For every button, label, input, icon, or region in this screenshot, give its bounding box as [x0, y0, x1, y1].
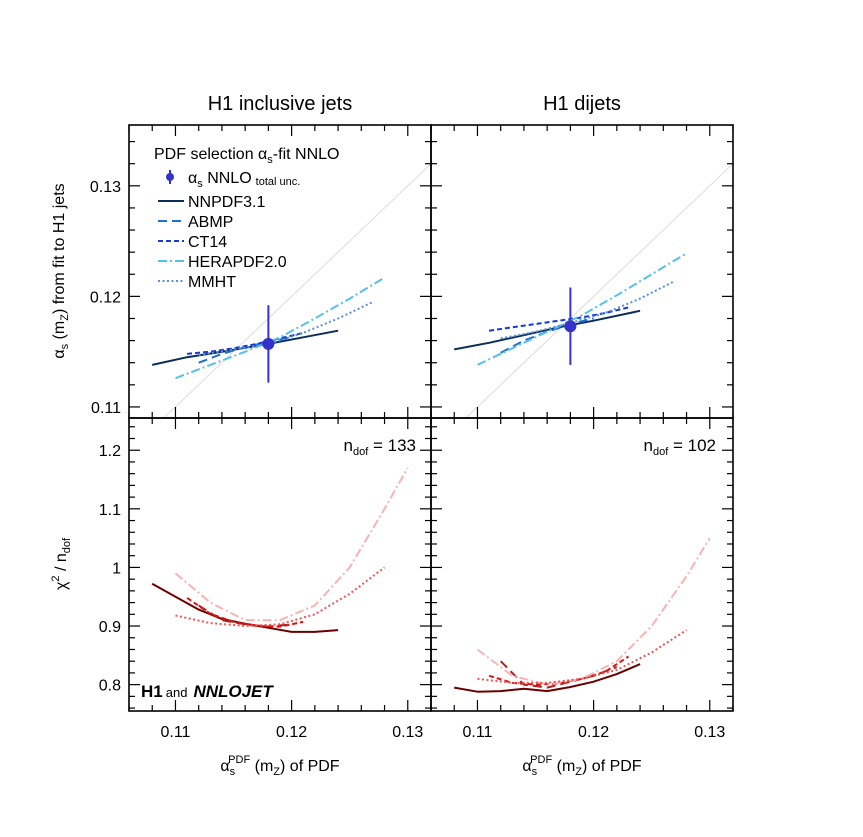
legend: PDF selection αs-fit NNLO αs NNLO total u…: [154, 146, 339, 291]
alpha-series-abmp: [500, 317, 594, 354]
alpha-series-mmht: [500, 280, 676, 340]
legend-lines: NNPDF3.1 ABMP CT14 HERAPDF2.0 MMHT: [158, 194, 287, 291]
y-tick-label-bottom: 1: [112, 560, 121, 577]
alpha-s-point: [262, 337, 275, 350]
panel-frame: [128, 417, 432, 712]
y-tick-label-bottom: 0.9: [99, 619, 121, 636]
panel-title-dijets: H1 dijets: [543, 93, 621, 115]
y-tick-label-top: 0.12: [90, 289, 121, 306]
credit-h1-nnlojet: H1 and NNLOJET: [141, 682, 274, 701]
chi2-series-ct14: [488, 655, 630, 686]
y-tick-label-top: 0.11: [91, 400, 121, 417]
chi2-series-herapdf2-0: [174, 467, 409, 622]
legend-label-herapdf2-0: HERAPDF2.0: [188, 254, 287, 271]
alpha-series-herapdf2-0: [175, 276, 386, 380]
y-tick-label-bottom: 1.2: [99, 443, 121, 460]
chi2-series-ct14: [186, 597, 304, 628]
plot-panels: 0.11 0.12 0.13 0.11 0.12 0.13 0.11 0.12 0.13 0.8 0…: [90, 124, 734, 741]
legend-label-abmp: ABMP: [188, 214, 233, 231]
legend-entry-alpha-s-point: [166, 170, 174, 184]
ndof-label-dijets: ndof = 102: [643, 436, 716, 458]
x-tick-label: 0.11: [462, 724, 492, 741]
alpha-series-mmht: [198, 300, 374, 356]
chi2-series-mmht: [175, 566, 386, 627]
legend-point-marker: [166, 173, 174, 181]
alpha-series-nnpdf3-1: [454, 309, 641, 351]
legend-label-mmht: MMHT: [188, 274, 236, 291]
panel-frame: [430, 417, 734, 712]
alpha-series-ct14: [187, 331, 304, 355]
y-tick-label-bottom: 0.8: [99, 678, 121, 695]
legend-label-nnpdf3-1: NNPDF3.1: [188, 194, 265, 211]
panel-frame: [128, 124, 432, 419]
y-tick-label-top: 0.13: [90, 179, 121, 196]
alpha-s-point: [564, 320, 577, 333]
chi2-series-herapdf2-0: [476, 537, 711, 686]
diagonal-guide: [465, 163, 733, 418]
legend-label-alpha-s-nnlo: αs NNLO total unc.: [188, 170, 300, 190]
chi2-series-nnpdf3-1: [454, 663, 641, 693]
x-tick-label: 0.13: [392, 724, 423, 741]
x-tick-label: 0.12: [578, 724, 609, 741]
x-tick-label: 0.11: [160, 724, 190, 741]
x-axis-label-left: αsPDF (mZ) of PDF: [220, 754, 339, 778]
y-tick-label-bottom: 1.1: [99, 502, 121, 519]
alpha-series-herapdf2-0: [477, 252, 688, 366]
ndof-label-inclusive-jets: ndof = 133: [343, 436, 416, 458]
legend-title: PDF selection αs-fit NNLO: [154, 146, 339, 166]
chi2-series-mmht: [477, 629, 688, 684]
legend-label-ct14: CT14: [188, 234, 227, 251]
x-axis-label-right: αsPDF (mZ) of PDF: [522, 754, 641, 778]
x-tick-label: 0.12: [276, 724, 307, 741]
diagonal-guide: [163, 163, 431, 418]
panel-title-inclusive-jets: H1 inclusive jets: [208, 93, 353, 115]
y-axis-label-top: αs (mZ) from fit to H1 jets: [51, 183, 71, 358]
panel-frame: [430, 124, 734, 419]
y-axis-label-bottom: χ2 / ndof: [50, 537, 73, 590]
alpha-series-abmp: [198, 336, 292, 364]
x-tick-label: 0.13: [694, 724, 725, 741]
